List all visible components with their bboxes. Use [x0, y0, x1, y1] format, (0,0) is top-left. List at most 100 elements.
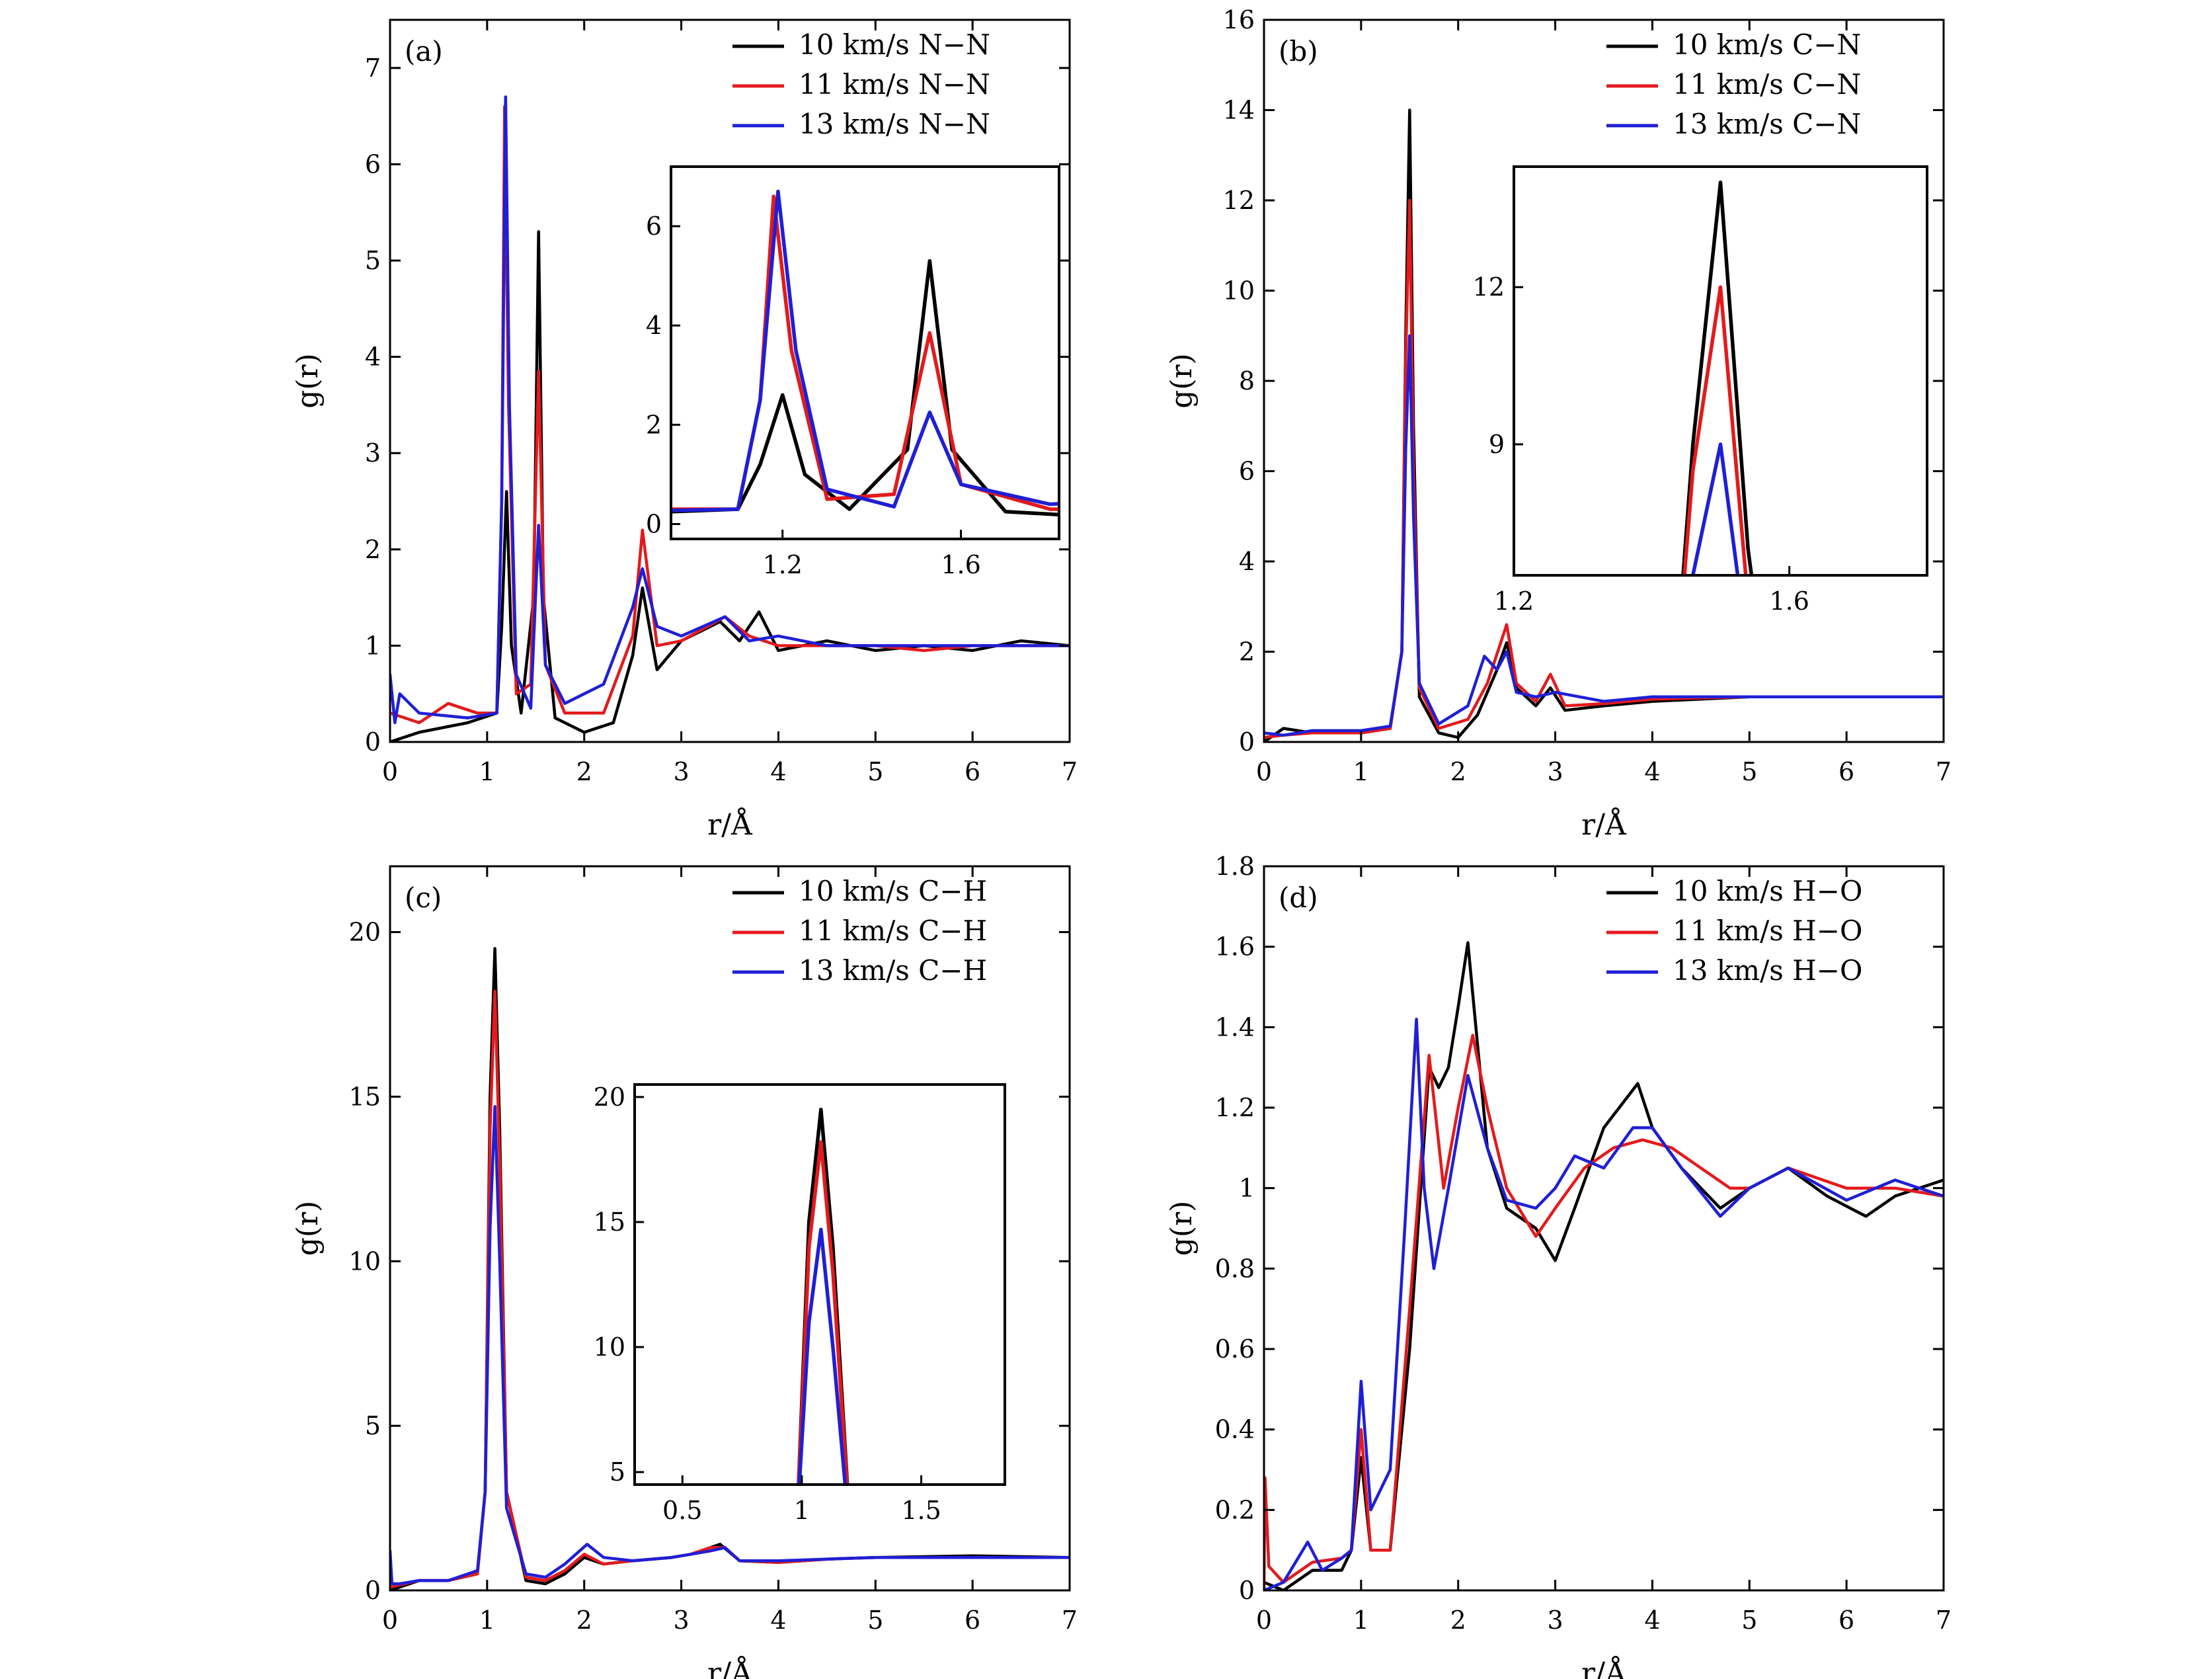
plot-frame	[389, 865, 1071, 1592]
x-tick-label: 6	[965, 1606, 980, 1635]
main-series-2	[390, 95, 1070, 725]
x-tick-label: 2	[576, 1606, 592, 1635]
inset-x-tick-label: 1.2	[1494, 587, 1534, 616]
y-tick-label: 2	[1239, 637, 1255, 667]
legend-label: 11 km/s N−N	[799, 68, 990, 101]
y-tick-label: 3	[365, 438, 381, 468]
inset-y-tick-label: 10	[594, 1332, 625, 1362]
series-group	[1264, 941, 1944, 1590]
main-series-1	[1264, 1034, 1944, 1590]
inset-background	[1514, 167, 1927, 575]
y-tick-label: 1.8	[1215, 852, 1255, 881]
x-tick-label: 4	[1644, 1606, 1660, 1635]
x-tick-label: 6	[1838, 1606, 1854, 1635]
inset-y-tick-label: 2	[646, 410, 662, 439]
y-tick-label: 4	[365, 343, 381, 372]
y-axis-label: g(r)	[1165, 1201, 1199, 1256]
inset-frame	[633, 1083, 1006, 1486]
main-series-2	[1264, 334, 1944, 737]
y-tick-label: 10	[349, 1247, 381, 1276]
x-tick-label: 3	[1547, 1606, 1563, 1635]
legend-label: 11 km/s C−H	[799, 915, 987, 947]
inset-x-tick-label: 0.5	[662, 1496, 702, 1525]
plot-frame	[389, 19, 1071, 743]
inset-y-tick-label: 5	[610, 1457, 625, 1487]
inset-frame	[1513, 165, 1928, 577]
inset-series-group	[671, 189, 1059, 516]
inset-y-tick-label: 0	[646, 509, 662, 538]
y-axis-label: g(r)	[291, 353, 325, 409]
x-tick-label: 7	[1062, 757, 1078, 786]
series-group	[1264, 108, 1944, 742]
y-tick-label: 0.6	[1215, 1334, 1255, 1364]
y-tick-label: 0.8	[1215, 1254, 1255, 1283]
x-tick-label: 0	[382, 757, 398, 786]
y-tick-label: 1	[1239, 1174, 1255, 1203]
x-tick-label: 3	[673, 757, 689, 786]
inset-x-tick-label: 1.2	[762, 550, 802, 579]
legend-label: 10 km/s N−N	[799, 28, 990, 61]
inset-y-tick-label: 12	[1473, 272, 1505, 302]
y-tick-label: 0	[365, 727, 381, 757]
y-tick-label: 0	[365, 1576, 381, 1605]
y-tick-label: 0.2	[1215, 1495, 1255, 1524]
y-tick-label: 6	[1239, 457, 1255, 486]
inset-y-tick-label: 9	[1489, 430, 1505, 459]
y-axis-label: g(r)	[291, 1201, 325, 1256]
x-tick-label: 7	[1062, 1606, 1078, 1635]
y-tick-label: 1.2	[1215, 1093, 1255, 1122]
legend-label: 13 km/s H−O	[1673, 954, 1862, 987]
x-tick-label: 4	[1644, 757, 1660, 786]
inset-y-tick-label: 20	[594, 1083, 625, 1112]
inset-y-tick-label: 6	[646, 212, 662, 241]
x-tick-label: 1	[479, 1606, 495, 1635]
legend-label: 13 km/s N−N	[799, 108, 990, 140]
inset-x-tick-label: 1.6	[941, 550, 980, 579]
x-tick-label: 6	[1838, 757, 1854, 786]
legend-label: 13 km/s C−H	[799, 954, 987, 987]
inset-x-tick-label: 1	[794, 1496, 810, 1525]
series-group	[390, 95, 1070, 742]
y-tick-label: 0	[1239, 727, 1255, 757]
y-tick-label: 4	[1239, 547, 1255, 576]
inset-y-tick-label: 4	[646, 311, 662, 340]
x-tick-label: 3	[1547, 757, 1563, 786]
panel-label: (d)	[1279, 881, 1318, 914]
inset: 1.2 1.6 9 12	[1473, 165, 1928, 616]
y-tick-label: 20	[349, 918, 381, 947]
y-tick-label: 6	[365, 149, 381, 179]
y-tick-label: 14	[1223, 96, 1255, 125]
inset-series-0	[671, 259, 1059, 516]
x-axis-label: r/Å	[1581, 1655, 1627, 1679]
y-tick-label: 12	[1223, 186, 1255, 215]
y-tick-label: 7	[365, 54, 381, 83]
panel-3: 0 1 2 3 4 5 6 7 0 0.2 0.4 0.6 0.8 1 1.2 1.4 1.6 1.8 r/Å g(r…	[1165, 852, 1952, 1679]
x-tick-label: 6	[965, 757, 980, 786]
y-axis-label: g(r)	[1165, 353, 1199, 409]
y-tick-label: 2	[365, 535, 381, 564]
x-tick-label: 2	[1450, 757, 1466, 786]
y-tick-label: 0	[1239, 1576, 1255, 1605]
inset-frame	[670, 165, 1060, 540]
inset: 0.5 1 1.5 5 10 15 20	[594, 1083, 1006, 1525]
main-series-2	[390, 1105, 1070, 1586]
inset-background	[671, 167, 1059, 539]
legend-label: 11 km/s H−O	[1673, 915, 1862, 947]
y-tick-label: 16	[1223, 5, 1255, 34]
legend-label: 10 km/s C−N	[1673, 28, 1861, 61]
x-tick-label: 3	[673, 1606, 689, 1635]
x-tick-label: 1	[1353, 757, 1369, 786]
x-tick-label: 0	[1256, 1606, 1272, 1635]
x-axis-label: r/Å	[1581, 807, 1627, 842]
x-tick-label: 2	[576, 757, 592, 786]
x-tick-label: 1	[479, 757, 495, 786]
x-tick-label: 5	[867, 1606, 883, 1635]
y-tick-label: 1.6	[1215, 932, 1255, 962]
x-axis-label: r/Å	[707, 1655, 753, 1679]
panel-label: (b)	[1279, 35, 1318, 67]
x-tick-label: 0	[1256, 757, 1272, 786]
main-series-2	[1264, 1017, 1944, 1590]
x-tick-label: 2	[1450, 1606, 1466, 1635]
y-tick-label: 10	[1223, 276, 1255, 306]
